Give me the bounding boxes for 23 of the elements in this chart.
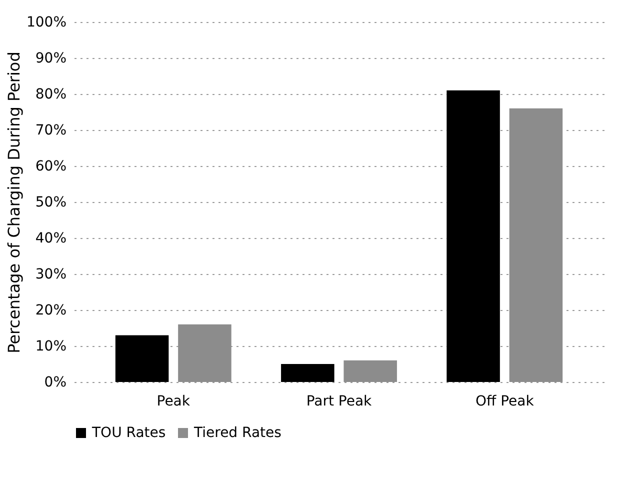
y-tick-label: 20% [35,302,66,318]
y-tick-label: 80% [35,86,66,102]
y-tick-label: 70% [35,122,66,138]
bar [281,364,334,382]
bar [344,360,397,382]
y-tick-label: 30% [35,266,66,282]
legend-label: Tiered Rates [193,425,282,441]
bar [178,324,232,382]
y-tick-label: 100% [26,14,66,30]
bar [509,108,563,382]
y-tick-label: 90% [35,50,66,66]
bar [446,90,500,382]
y-axis-title: Percentage of Charging During Period [4,52,24,354]
bar [115,335,169,382]
x-tick-label: Off Peak [475,394,535,410]
x-tick-label: Part Peak [306,394,373,410]
x-tick-label: Peak [156,394,191,410]
y-tick-label: 60% [35,158,66,174]
legend-label: TOU Rates [91,425,166,441]
y-tick-label: 10% [35,338,66,354]
y-tick-label: 0% [44,374,66,390]
y-tick-label: 50% [35,194,66,210]
y-tick-label: 40% [35,230,66,246]
